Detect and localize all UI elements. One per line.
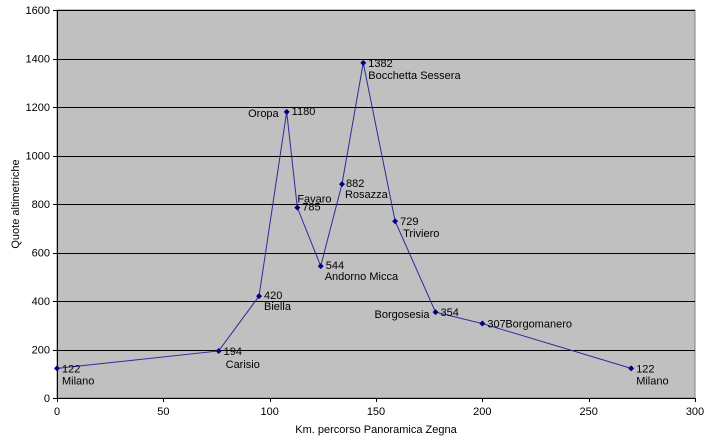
- data-value-label: 729: [400, 216, 418, 228]
- data-point: [628, 365, 635, 372]
- y-axis-title: Quote altimetriche: [10, 159, 22, 248]
- data-value-label: 122: [636, 363, 654, 375]
- data-place-label: Borgomanero: [505, 319, 572, 331]
- data-place-label: Milano: [636, 375, 668, 387]
- data-place-label: Oropa: [248, 108, 279, 120]
- y-tick-label: 800: [32, 199, 50, 211]
- data-value-label: 785: [302, 202, 320, 214]
- data-point: [479, 320, 486, 327]
- data-place-label: Favaro: [297, 194, 331, 206]
- data-point: [283, 108, 290, 115]
- data-point: [54, 365, 60, 372]
- data-point: [392, 218, 399, 225]
- data-place-label: Bocchetta Sessera: [368, 70, 461, 82]
- x-tick-label: 250: [579, 406, 597, 418]
- x-tick-labels: 0 50 100 150 200 250 300: [54, 398, 704, 418]
- data-value-label: 544: [326, 260, 344, 272]
- data-point: [294, 204, 301, 211]
- y-tick-label: 1200: [26, 102, 50, 114]
- data-value-label: 354: [441, 307, 459, 319]
- y-tick-label: 1600: [26, 5, 50, 17]
- data-point: [360, 59, 367, 66]
- data-point: [256, 293, 263, 300]
- data-value-label: 194: [224, 346, 242, 358]
- data-markers: [54, 59, 635, 372]
- data-point: [317, 263, 324, 270]
- y-tick-label: 400: [32, 296, 50, 308]
- data-value-label: 882: [346, 178, 364, 190]
- data-place-label: Carisio: [226, 359, 260, 371]
- y-tick-labels: 0 200 400 600 800 1000 1200 1400 1600: [26, 5, 57, 405]
- data-labels: 122Milano194Carisio420Biella1180Oropa785…: [62, 58, 669, 388]
- data-place-label: Biella: [264, 301, 292, 313]
- x-tick-label: 300: [686, 406, 704, 418]
- x-tick-label: 200: [473, 406, 491, 418]
- data-place-label: Triviero: [403, 228, 439, 240]
- data-place-label: Borgosesia: [374, 309, 430, 321]
- data-place-label: Andorno Micca: [325, 271, 399, 283]
- data-point: [432, 309, 439, 316]
- data-point: [338, 181, 345, 188]
- x-axis-title: Km. percorso Panoramica Zegna: [295, 424, 457, 436]
- x-tick-label: 0: [54, 406, 60, 418]
- series-line: [56, 62, 632, 369]
- data-point: [215, 347, 222, 354]
- data-place-label: Milano: [62, 375, 94, 387]
- data-value-label: 307: [487, 319, 505, 331]
- y-tick-label: 1000: [26, 151, 50, 163]
- y-tick-label: 600: [32, 248, 50, 260]
- x-tick-label: 150: [367, 406, 385, 418]
- data-value-label: 420: [264, 290, 282, 302]
- y-tick-label: 200: [32, 345, 50, 357]
- data-place-label: Rosazza: [345, 189, 389, 201]
- y-tick-label: 1400: [26, 54, 50, 66]
- data-value-label: 1382: [368, 58, 392, 70]
- x-tick-label: 100: [260, 406, 278, 418]
- data-value-label: 122: [62, 363, 80, 375]
- x-tick-label: 50: [157, 406, 169, 418]
- y-tick-label: 0: [44, 393, 50, 405]
- data-value-label: 1180: [292, 106, 316, 118]
- grid-lines: [57, 10, 695, 351]
